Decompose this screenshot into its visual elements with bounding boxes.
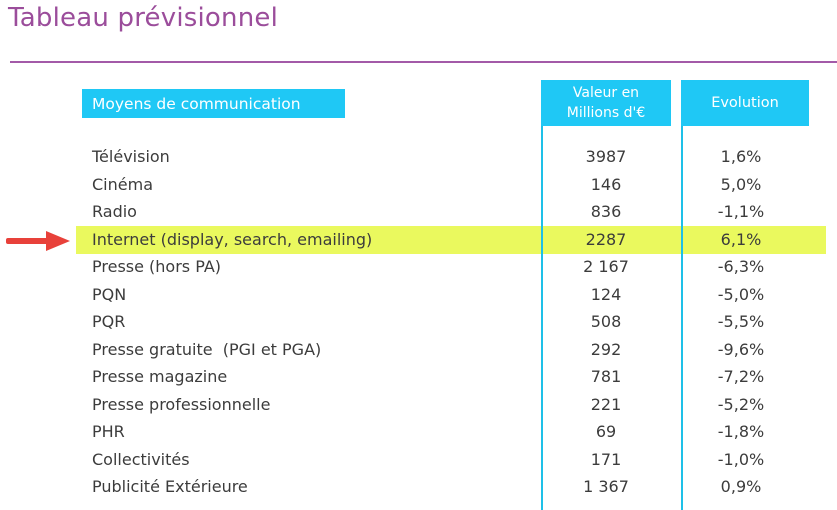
row-media-name: Radio <box>92 202 137 221</box>
row-media-name: Presse magazine <box>92 367 228 386</box>
row-value: 292 <box>590 339 622 359</box>
row-evolution: 0,9% <box>720 477 762 496</box>
row-value: 146 <box>590 174 622 194</box>
row-value: 836 <box>590 202 622 221</box>
row-value: 1 367 <box>583 477 629 496</box>
table-row: PQR 508 -5,5% <box>0 308 837 336</box>
row-evolution: -1,0% <box>717 449 765 469</box>
row-evolution: -9,6% <box>717 339 765 359</box>
row-evolution: -5,5% <box>717 312 765 331</box>
row-value: 221 <box>590 394 622 414</box>
table-row: PHR 69 -1,8% <box>0 418 837 446</box>
red-arrow-icon <box>6 231 70 251</box>
highlighted-row-band <box>76 226 826 254</box>
row-media-name: Presse gratuite (PGI et PGA) <box>92 339 322 359</box>
row-media-name: Internet (display, search, emailing) <box>92 229 373 249</box>
row-value: 2287 <box>585 229 627 249</box>
row-value: 124 <box>590 284 622 304</box>
row-media-name: PQR <box>92 312 126 331</box>
row-value: 69 <box>595 422 617 441</box>
table-row: Presse gratuite (PGI et PGA) 292 -9,6% <box>0 336 837 364</box>
table-row: Télévision 3987 1,6% <box>0 143 837 171</box>
row-media-name: Télévision <box>92 147 170 166</box>
page-title: Tableau prévisionnel <box>8 3 278 33</box>
row-evolution: 6,1% <box>720 229 762 249</box>
row-value: 171 <box>590 449 622 469</box>
row-media-name: Publicité Extérieure <box>92 477 248 496</box>
header-value: Valeur en Millions d'€ <box>541 80 671 126</box>
data-table: Télévision 3987 1,6% Cinéma 146 5,0% Rad… <box>0 143 837 501</box>
row-media-name: Cinéma <box>92 174 153 194</box>
row-evolution: -1,8% <box>717 422 765 441</box>
row-evolution: 1,6% <box>720 147 762 166</box>
row-media-name: PHR <box>92 422 125 441</box>
table-row: Collectivités 171 -1,0% <box>0 446 837 474</box>
row-value: 3987 <box>585 147 627 166</box>
row-evolution: -7,2% <box>717 367 765 386</box>
row-evolution: 5,0% <box>720 174 762 194</box>
header-value-line2: Millions d'€ <box>566 105 646 121</box>
header-media-label: Moyens de communication <box>92 94 301 113</box>
table-row: Cinéma 146 5,0% <box>0 171 837 199</box>
header-media: Moyens de communication <box>82 89 345 118</box>
table-row: Radio 836 -1,1% <box>0 198 837 226</box>
table-row: Presse magazine 781 -7,2% <box>0 363 837 391</box>
row-evolution: -1,1% <box>717 202 765 221</box>
title-divider <box>10 61 837 63</box>
header-value-line1: Valeur en <box>572 85 640 101</box>
row-value: 508 <box>590 312 622 331</box>
row-evolution: -6,3% <box>717 257 765 276</box>
row-evolution: -5,2% <box>717 394 765 414</box>
table-row: Publicité Extérieure 1 367 0,9% <box>0 473 837 501</box>
row-media-name: PQN <box>92 284 127 304</box>
row-value: 2 167 <box>583 257 629 276</box>
column-divider-value-left <box>541 80 543 510</box>
row-evolution: -5,0% <box>717 284 765 304</box>
header-evolution-label: Evolution <box>711 95 779 111</box>
row-media-name: Presse professionnelle <box>92 394 271 414</box>
row-media-name: Collectivités <box>92 449 190 469</box>
table-row: Presse (hors PA) 2 167 -6,3% <box>0 253 837 281</box>
table-row: PQN 124 -5,0% <box>0 281 837 309</box>
header-evolution: Evolution <box>681 80 809 126</box>
row-value: 781 <box>590 367 622 386</box>
row-media-name: Presse (hors PA) <box>92 257 222 276</box>
column-divider-evolution-left <box>681 80 683 510</box>
table-row: Presse professionnelle 221 -5,2% <box>0 391 837 419</box>
table-row-highlighted: Internet (display, search, emailing) 228… <box>0 226 837 254</box>
